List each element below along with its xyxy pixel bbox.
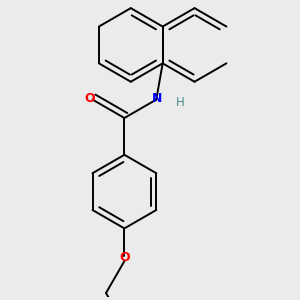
Text: H: H	[176, 96, 184, 109]
Text: O: O	[119, 251, 130, 264]
Text: O: O	[85, 92, 95, 105]
Text: N: N	[152, 92, 162, 105]
